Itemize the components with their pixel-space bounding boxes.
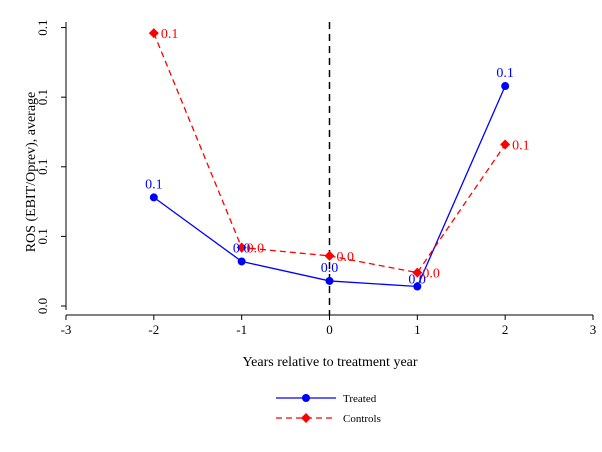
- y-tick-label: 0.1: [35, 228, 50, 244]
- legend-controls-marker: [301, 413, 311, 423]
- treated-point: [413, 282, 422, 291]
- treated-point: [237, 257, 246, 266]
- controls-data-label: 0.1: [512, 139, 530, 154]
- legend: Treated Controls: [276, 393, 381, 425]
- treated-point: [325, 276, 334, 285]
- controls-data-label: 0.0: [422, 267, 440, 282]
- x-axis-title: Years relative to treatment year: [242, 355, 417, 370]
- x-tick-label: -3: [61, 322, 72, 337]
- legend-controls-label: Controls: [343, 413, 381, 425]
- controls-point: [148, 28, 159, 39]
- controls-point: [236, 242, 247, 253]
- x-tick-label: -2: [148, 322, 159, 337]
- treated-point: [501, 82, 510, 91]
- treated-data-label: 0.0: [321, 261, 339, 276]
- controls-data-label: 0.1: [161, 27, 179, 42]
- y-axis-title: ROS (EBIT/Oprev), average: [24, 92, 39, 253]
- x-tick-label: 0: [326, 322, 333, 337]
- y-tick-label: 0.1: [35, 89, 50, 105]
- y-tick-label: 0.1: [35, 159, 50, 175]
- y-tick-label: 0.0: [35, 298, 50, 314]
- series-group: [148, 28, 511, 291]
- treated-data-label: 0.0: [233, 241, 251, 256]
- axes: 0.0 0.1 0.1 0.1 0.1 -3 -2 -1 0 1 2 3: [35, 19, 596, 337]
- x-tick-label: 1: [414, 322, 421, 337]
- data-labels: 0.10.00.00.00.10.10.00.00.00.1: [145, 27, 530, 287]
- legend-treated-marker: [302, 394, 310, 402]
- treated-data-label: 0.1: [145, 177, 163, 192]
- controls-point: [324, 250, 335, 261]
- x-tick-label: 2: [502, 322, 509, 337]
- treated-data-label: 0.1: [496, 66, 514, 81]
- controls-data-label: 0.0: [247, 242, 265, 257]
- controls-point: [500, 139, 511, 150]
- controls-series-line: [153, 32, 506, 274]
- x-tick-label: 3: [590, 322, 597, 337]
- treated-point: [149, 193, 158, 202]
- legend-treated-label: Treated: [343, 393, 377, 405]
- controls-data-label: 0.0: [337, 250, 355, 265]
- controls-point: [412, 267, 423, 278]
- treated-data-label: 0.0: [408, 273, 426, 288]
- y-tick-label: 0.1: [35, 19, 50, 35]
- x-tick-label: -1: [236, 322, 247, 337]
